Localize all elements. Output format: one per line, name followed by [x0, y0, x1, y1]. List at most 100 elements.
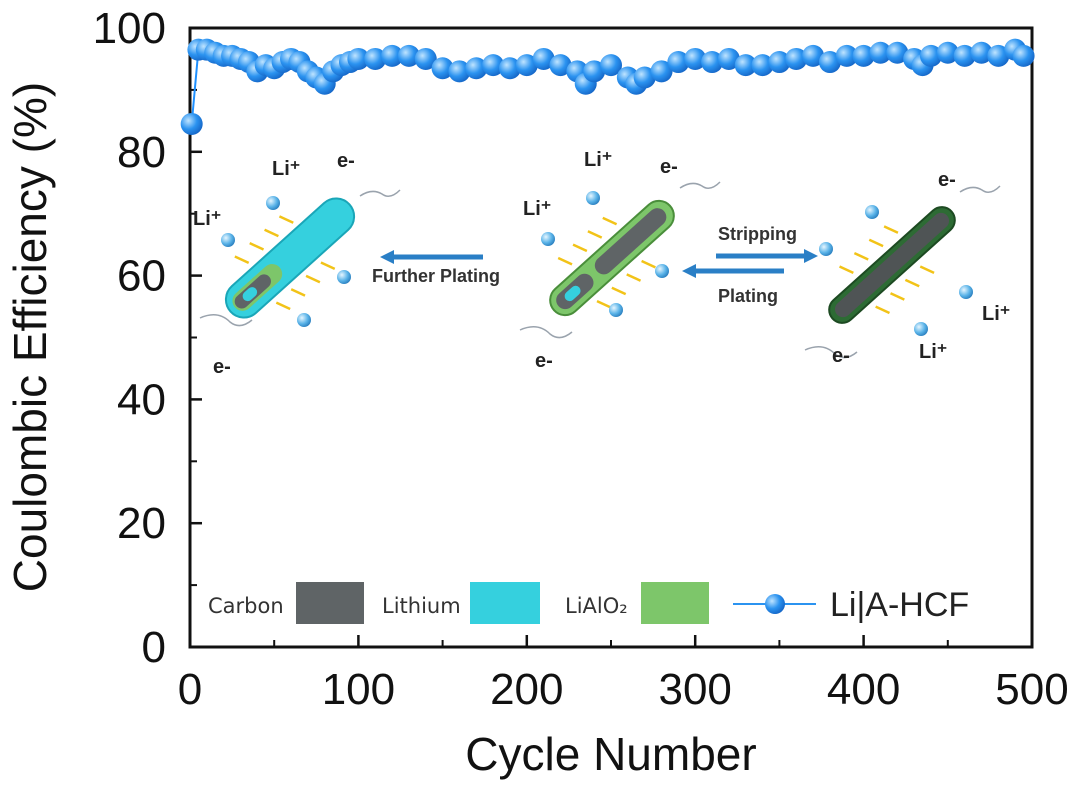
electron-label: e- [213, 356, 231, 378]
series-li-a-hcf [180, 38, 1035, 135]
data-point [919, 44, 942, 67]
process-arrows: Further Plating Stripping Plating [372, 224, 818, 306]
electron-label: e- [832, 345, 850, 367]
data-point [684, 47, 707, 70]
legend-label-lialo2: LiAlO₂ [565, 594, 628, 618]
fiber-stripped [804, 185, 1001, 359]
legend-item-series: Li|A-HCF [733, 586, 969, 624]
legend-swatch-lialo2 [641, 582, 709, 624]
further-plating-arrow [380, 250, 483, 264]
data-point [498, 57, 521, 80]
legend-item-carbon: Carbon [208, 582, 364, 624]
data-point [818, 51, 841, 74]
data-point [633, 66, 656, 89]
data-point [1012, 44, 1035, 67]
data-point [734, 54, 757, 77]
data-point [600, 54, 622, 77]
x-axis-title: Cycle Number [465, 728, 756, 780]
y-axis-ticks: 0 20 40 60 80 100 [93, 4, 202, 672]
data-point [852, 44, 875, 67]
y-tick-label: 20 [117, 499, 166, 548]
ion-labels: Li⁺ Li⁺ e- e- Li⁺ Li⁺ e- e- e- Li⁺ Li⁺ e… [193, 149, 1010, 378]
y-tick-label: 100 [93, 4, 166, 53]
li-ion-sphere [266, 196, 280, 210]
data-point [768, 51, 791, 74]
legend-item-lithium: Lithium [382, 582, 540, 624]
plot-frame [188, 26, 1034, 649]
data-point [987, 44, 1010, 67]
data-point [802, 44, 825, 67]
fiber-further-plated [199, 189, 401, 327]
data-point [751, 54, 774, 77]
electron-label: e- [535, 350, 553, 372]
data-point [650, 60, 673, 83]
li-ion-label: Li⁺ [272, 158, 300, 180]
x-axis-ticks: 0 100 200 300 400 500 [178, 635, 1069, 714]
li-ion-label: Li⁺ [982, 303, 1010, 325]
plating-arrow [682, 264, 784, 278]
data-point [515, 54, 538, 77]
fiber-plating [519, 181, 721, 339]
li-ion-sphere [221, 233, 235, 247]
legend-label-lithium: Lithium [382, 594, 461, 618]
plating-label: Plating [718, 286, 778, 306]
data-point [667, 51, 690, 74]
data-point [583, 60, 606, 83]
data-point [701, 51, 724, 74]
data-point [936, 41, 959, 64]
li-ion-label: Li⁺ [919, 341, 947, 363]
data-point [448, 60, 471, 83]
data-point [381, 44, 404, 67]
data-point [364, 47, 387, 70]
data-point [180, 112, 203, 135]
li-ion-label: Li⁺ [523, 198, 551, 220]
legend-swatch-lithium [470, 582, 540, 624]
data-point [482, 54, 505, 77]
y-tick-label: 0 [142, 623, 166, 672]
electron-label: e- [337, 150, 355, 172]
x-tick-label: 100 [322, 665, 395, 714]
data-point [869, 41, 892, 64]
data-point [431, 57, 454, 80]
legend-series-name: Li|A-HCF [830, 586, 969, 624]
x-tick-label: 500 [995, 665, 1068, 714]
legend-swatch-carbon [296, 582, 364, 624]
stripping-label: Stripping [718, 224, 797, 244]
data-point [953, 44, 976, 67]
data-point [549, 54, 572, 77]
x-tick-label: 0 [178, 665, 202, 714]
y-tick-label: 80 [117, 128, 166, 177]
data-point [835, 44, 858, 67]
li-ion-sphere [609, 303, 623, 317]
y-axis-title: Coulombic Efficiency (%) [4, 82, 56, 592]
li-ion-label: Li⁺ [584, 149, 612, 171]
data-point [717, 47, 740, 70]
data-point [347, 47, 370, 70]
li-ion-sphere [914, 322, 928, 336]
data-point [465, 57, 488, 80]
li-ion-label: Li⁺ [193, 208, 221, 230]
y-tick-label: 60 [117, 252, 166, 301]
further-plating-label: Further Plating [372, 266, 500, 286]
li-ion-sphere [337, 270, 351, 284]
li-ion-sphere [297, 313, 311, 327]
legend: Carbon Lithium LiAlO₂ Li|A-HCF [208, 582, 969, 624]
legend-series-marker [765, 594, 785, 614]
data-point [886, 41, 909, 64]
electron-label: e- [938, 169, 956, 191]
stripping-arrow [716, 249, 818, 263]
data-point [785, 47, 808, 70]
li-ion-sphere [959, 285, 973, 299]
y-tick-label: 40 [117, 375, 166, 424]
li-ion-sphere [655, 264, 669, 278]
li-ions [221, 191, 973, 336]
li-ion-sphere [819, 242, 833, 256]
data-point [970, 41, 993, 64]
electron-label: e- [660, 156, 678, 178]
li-ion-sphere [541, 232, 555, 246]
li-ion-sphere [586, 191, 600, 205]
legend-item-lialo2: LiAlO₂ [565, 582, 709, 624]
data-point [414, 47, 437, 70]
data-point [397, 44, 420, 67]
data-point [532, 47, 555, 70]
